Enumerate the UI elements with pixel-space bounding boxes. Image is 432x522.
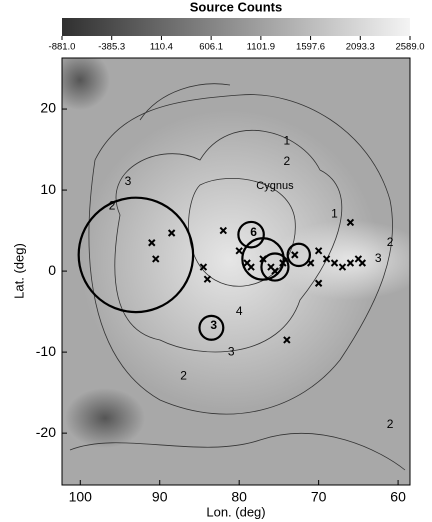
- contour-label: 1: [331, 207, 338, 221]
- source-region: [77, 196, 195, 314]
- colorbar-tick-label: 110.4: [150, 42, 173, 53]
- source: [291, 251, 299, 259]
- source: [247, 263, 255, 271]
- source-region: [286, 242, 311, 268]
- colorbar-tick-label: 1597.6: [296, 42, 325, 53]
- source: [235, 247, 243, 255]
- contour-label: 3: [228, 344, 235, 358]
- source: [279, 259, 287, 267]
- contour-label: 1: [284, 134, 291, 148]
- source: [167, 229, 176, 237]
- contour-label: 2: [387, 417, 394, 431]
- source: [306, 259, 315, 267]
- source: [271, 267, 279, 275]
- source: [152, 255, 160, 263]
- source: [148, 239, 156, 247]
- source: [259, 255, 267, 263]
- source: [199, 263, 208, 271]
- y-tick-label: 10: [40, 181, 56, 197]
- source: [338, 263, 347, 271]
- source: [346, 218, 355, 227]
- source-region: [260, 252, 290, 282]
- x-tick-label: 60: [390, 489, 406, 505]
- contour-label: 2: [387, 235, 394, 249]
- source: [203, 275, 212, 283]
- colorbar: [62, 18, 410, 36]
- y-tick-label: -10: [36, 343, 56, 359]
- y-tick-label: 0: [48, 262, 56, 278]
- source-region: [241, 237, 285, 281]
- source: [283, 336, 291, 344]
- contour-label: 2: [109, 198, 116, 212]
- colorbar-title: Source Counts: [190, 0, 282, 14]
- y-tick-label: 20: [40, 100, 56, 116]
- colorbar-tick-label: 1101.9: [247, 42, 275, 53]
- colorbar-tick-label: -881.0: [49, 42, 76, 53]
- source-region: [237, 220, 265, 249]
- source: [346, 259, 355, 267]
- contour-label: 2: [284, 154, 291, 168]
- region-number: 3: [210, 318, 217, 332]
- colorbar-tick-label: 2589.0: [395, 42, 424, 53]
- x-tick-label: 100: [69, 489, 93, 505]
- source: [358, 259, 367, 267]
- x-axis-label: Lon. (deg): [206, 504, 265, 519]
- y-axis-label: Lat. (deg): [11, 243, 26, 299]
- contour-label: 4: [236, 304, 243, 318]
- region-label: Cygnus: [256, 180, 294, 192]
- source: [330, 259, 339, 267]
- region-number: 6: [250, 225, 257, 239]
- x-tick-label: 90: [152, 489, 168, 505]
- x-tick-label: 70: [311, 489, 327, 505]
- y-tick-label: -20: [36, 424, 56, 440]
- source-region: [198, 314, 225, 341]
- source: [219, 226, 227, 235]
- source: [314, 247, 323, 255]
- contour-label: 3: [375, 251, 382, 265]
- x-tick-label: 80: [231, 489, 247, 505]
- colorbar-tick-label: 606.1: [199, 42, 223, 53]
- source: [314, 279, 323, 287]
- colorbar-tick-label: 2093.3: [346, 42, 375, 53]
- contour-label: 2: [180, 369, 187, 383]
- source: [322, 255, 331, 263]
- contour-label: 3: [125, 174, 132, 188]
- map-background: [62, 58, 410, 485]
- colorbar-tick-label: -385.3: [98, 42, 125, 53]
